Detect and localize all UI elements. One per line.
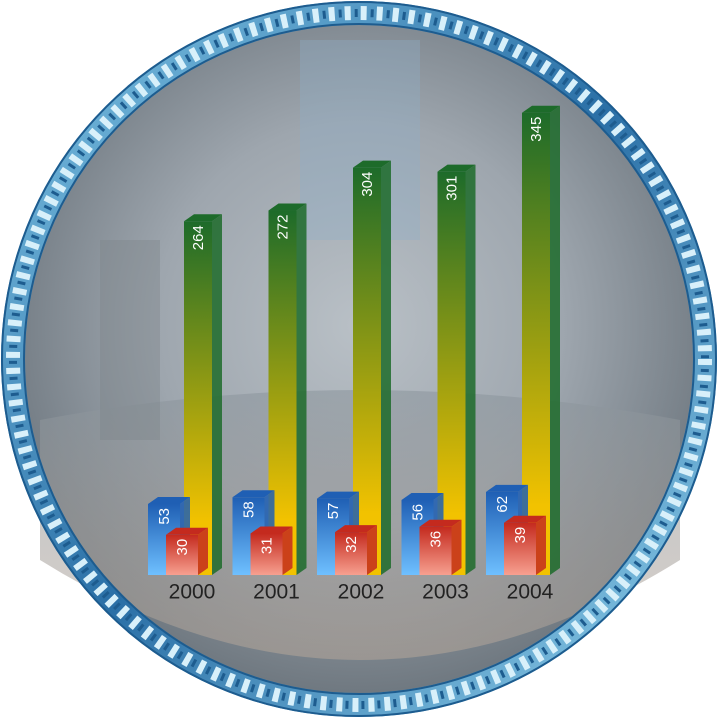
bar-top [268, 203, 307, 211]
value-label: 31 [258, 537, 275, 554]
bar-side [212, 214, 222, 576]
value-label: 32 [343, 536, 360, 553]
value-label: 39 [512, 527, 529, 544]
bar-side [282, 526, 293, 575]
bar-top [353, 160, 391, 168]
bar-top [335, 525, 377, 533]
value-label: 58 [240, 501, 257, 518]
value-label: 272 [274, 215, 291, 240]
value-label: 301 [443, 176, 460, 201]
bar-top [166, 527, 208, 535]
bar-top [419, 519, 462, 527]
bar-top [148, 496, 190, 504]
bar [335, 532, 367, 575]
bar-side [536, 515, 546, 575]
x-tick-label: 2003 [422, 581, 469, 604]
value-label: 30 [174, 539, 191, 556]
bar-side [296, 203, 307, 575]
bar-top [401, 492, 444, 500]
value-label: 304 [359, 172, 376, 197]
value-label: 345 [528, 117, 545, 142]
bar-side [465, 164, 476, 575]
x-tick-label: 2004 [507, 581, 554, 604]
value-label: 62 [494, 496, 511, 513]
bar-top [522, 105, 560, 113]
bar [419, 526, 452, 575]
value-label: 57 [325, 503, 342, 520]
bar-top [232, 490, 275, 498]
bar-top [437, 164, 476, 172]
bar [504, 522, 536, 575]
bar-top [250, 526, 293, 534]
value-label: 56 [409, 504, 426, 521]
bar-side [451, 519, 462, 575]
bar [250, 533, 283, 575]
bar-side [198, 527, 208, 575]
bar-top [504, 515, 546, 523]
bar-top [184, 214, 222, 222]
bar [166, 534, 198, 575]
bar-top [486, 484, 528, 492]
value-label: 53 [156, 508, 173, 525]
x-tick-label: 2001 [253, 581, 300, 604]
x-tick-label: 2002 [338, 581, 385, 604]
value-label: 36 [427, 531, 444, 548]
x-tick-label: 2000 [169, 581, 216, 604]
bar-side [381, 160, 391, 575]
value-label: 264 [190, 225, 207, 250]
bar-side [367, 525, 377, 575]
bar-top [317, 491, 359, 499]
bar-side [550, 105, 560, 575]
